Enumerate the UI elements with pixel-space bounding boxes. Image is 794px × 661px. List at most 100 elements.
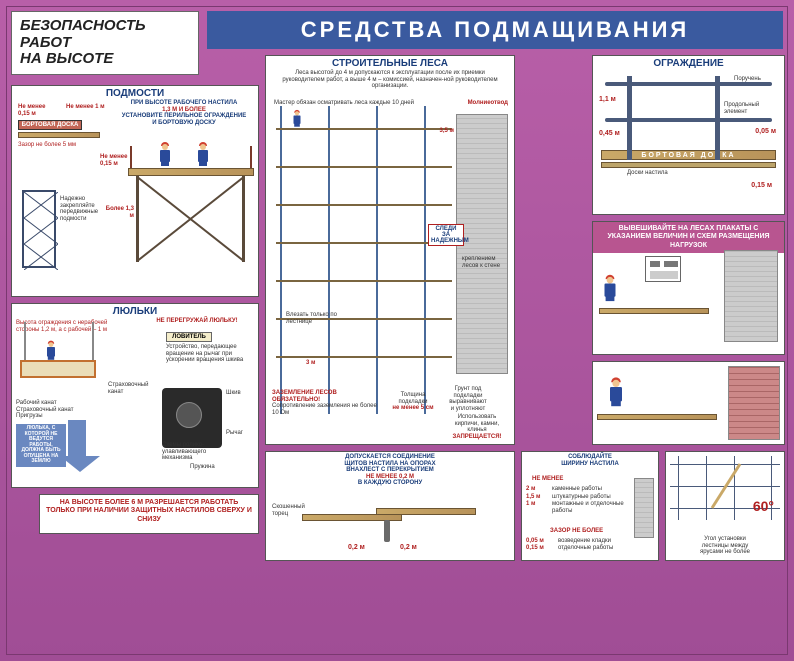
zazem1: ЗАЗЕМЛЕНИЕ ЛЕСОВ <box>272 390 382 397</box>
pr3: клинья <box>467 427 486 433</box>
d005: 0,05 м <box>755 128 776 135</box>
arrow-note: ЛЮЛЬКА, С КОТОРОЙ НЕ ВЕДУТСЯ РАБОТЫ, ДОЛ… <box>16 424 66 467</box>
sh-l5: В КАЖДУЮ СТОРОНУ <box>270 480 510 487</box>
shir-t2: ШИРИНУ НАСТИЛА <box>524 461 656 468</box>
gr2: подкладки <box>454 393 483 399</box>
lesa-title: СТРОИТЕЛЬНЫЕ ЛЕСА <box>266 56 514 71</box>
rail-post-l <box>130 146 132 168</box>
ls1 <box>276 128 452 130</box>
strakh2: Страховочный канат <box>16 407 73 413</box>
lulki-title: ЛЮЛЬКИ <box>12 304 258 319</box>
cable-l <box>24 322 26 360</box>
plakat-worker <box>602 277 617 301</box>
angle60: 60° <box>753 498 774 514</box>
dim-13m: Более 1,3 м <box>104 206 134 219</box>
platform <box>128 168 254 176</box>
gr4: и уплотняют <box>451 406 485 412</box>
diml: 0,2 м <box>348 544 365 551</box>
tol3: не менее 5 см <box>392 405 433 411</box>
cable-r <box>92 322 94 360</box>
safety-line2: РАБОТ <box>20 35 190 52</box>
fixnote1: Надежно <box>60 196 85 202</box>
header-safety: БЕЗОПАСНОСТЬ РАБОТ НА ВЫСОТЕ <box>11 11 199 75</box>
ls7 <box>276 356 452 358</box>
panel-shitov: ДОПУСКАЕТСЯ СОЕДИНЕНИЕ ЩИТОВ НАСТИЛА НА … <box>265 451 515 561</box>
plakat-wall <box>724 250 778 342</box>
gr3: выравнивают <box>449 399 487 405</box>
brace-x <box>136 176 245 262</box>
tol2: подкладки <box>399 399 428 405</box>
lovitel-label: ЛОВИТЕЛЬ <box>166 332 212 342</box>
poster-frame: БЕЗОПАСНОСТЬ РАБОТ НА ВЫСОТЕ СРЕДСТВА ПО… <box>6 6 788 655</box>
ugol-n3: ярусами не более <box>670 549 780 556</box>
lovitel-note: Устройство, передающее вращение на рычаг… <box>166 344 256 364</box>
d045: 0,45 м <box>599 130 620 137</box>
vlezat: Влезать только по лестнице <box>286 312 346 325</box>
panel-lesa: СТРОИТЕЛЬНЫЕ ЛЕСА Леса высотой до 4 м до… <box>265 55 515 445</box>
lovitel-device <box>162 388 222 448</box>
bort-board <box>18 132 100 138</box>
z-r1: 0,15 м <box>526 545 554 552</box>
ls3 <box>276 204 452 206</box>
lesa-worker <box>292 111 302 126</box>
podmosti-rule4: И БОРТОВУЮ ДОСКУ <box>114 120 254 127</box>
shitov-beam-r <box>376 508 476 515</box>
lp3 <box>376 106 378 414</box>
prodol: Продольный элемент <box>724 102 776 115</box>
mobile-tower <box>22 190 56 268</box>
pr2: кирпичи, камни, <box>455 421 499 427</box>
krep: креплением лесов к стене <box>462 256 510 269</box>
brick-worker <box>608 380 625 406</box>
nemenee: НЕ МЕНЕЕ <box>532 476 563 483</box>
bort-label: БОРТОВАЯ ДОСКА <box>18 120 82 130</box>
sledi: СЛЕДИ ЗА НАДЕЖНЫМ <box>428 224 464 246</box>
worker-1 <box>158 144 172 166</box>
panel-plakat: ВЫВЕШИВАЙТЕ НА ЛЕСАХ ПЛАКАТЫ С УКАЗАНИЕМ… <box>592 221 785 355</box>
pruzhina: Пружина <box>190 464 215 471</box>
lulki-height-note: Высота ограждения с нерабочей стороны 1,… <box>16 320 112 333</box>
w-l0: каменные работы <box>552 486 602 493</box>
d015: 0,15 м <box>751 182 772 189</box>
floor-plank <box>601 162 776 168</box>
rabkanat: Рабочий канат <box>16 400 57 406</box>
w-r2: 1 м <box>526 501 548 508</box>
note-6m: НА ВЫСОТЕ БОЛЕЕ 6 М РАЗРЕШАЕТСЯ РАБОТАТЬ… <box>46 499 252 523</box>
lesa-intro: Леса высотой до 4 м допускаются к эксплу… <box>274 70 506 90</box>
ograd-title: ОГРАЖДЕНИЕ <box>593 56 784 71</box>
brick-wall-red <box>728 366 780 440</box>
nastil: Доски настила <box>627 170 668 177</box>
header-main: СРЕДСТВА ПОДМАЩИВАНИЯ <box>207 11 783 49</box>
podmosti-rule1: ПРИ ВЫСОТЕ РАБОЧЕГО НАСТИЛА <box>114 100 254 107</box>
panel-6m-note: НА ВЫСОТЕ БОЛЕЕ 6 М РАЗРЕШАЕТСЯ РАБОТАТЬ… <box>39 494 259 534</box>
overload: НЕ ПЕРЕГРУЖАЙ ЛЮЛЬКУ! <box>142 318 252 325</box>
schema: Схемы ролико-улавливающего механизма <box>162 442 226 462</box>
prigruz: Пригрузы <box>16 413 43 419</box>
z-l0: возведение кладки <box>558 538 611 545</box>
og-post-r <box>715 76 720 160</box>
d11: 1,1 м <box>599 96 616 103</box>
tol1: Толщина <box>401 392 426 398</box>
ls5 <box>276 280 452 282</box>
strakh: Страховочный канат <box>108 382 158 395</box>
posted-schema <box>645 256 681 282</box>
dim-35: 3,5 м <box>440 128 454 135</box>
rychag: Рычаг <box>226 430 243 437</box>
sh-l1: ДОПУСКАЕТСЯ СОЕДИНЕНИЕ <box>270 454 510 461</box>
zazem-note: Сопротивление заземления не более 10 Ом <box>272 403 382 416</box>
support-post <box>384 520 390 542</box>
lesa-intro2: Мастер обязан осматривать леса каждые 10… <box>274 100 464 107</box>
w-r1: 1,5 м <box>526 494 548 501</box>
dimr: 0,2 м <box>400 544 417 551</box>
dim-015-mid: Не менее 0,15 м <box>100 154 140 167</box>
main-title: СРЕДСТВА ПОДМАЩИВАНИЯ <box>301 17 689 43</box>
panel-ograd: ОГРАЖДЕНИЕ БОРТОВАЯ ДОСКА Поручень Продо… <box>592 55 785 215</box>
podmosti-title: ПОДМОСТИ <box>12 86 258 101</box>
sh-l2: ЩИТОВ НАСТИЛА НА ОПОРАХ <box>270 461 510 468</box>
zazor: ЗАЗОР НЕ БОЛЕЕ <box>550 528 603 535</box>
z-l1: отделочные работы <box>558 545 613 552</box>
ls2 <box>276 166 452 168</box>
lulka-worker <box>45 342 56 360</box>
w-l2: монтажные и отделочные работы <box>552 501 630 514</box>
dim-015-tl: Не менее 0,15 м <box>18 104 58 117</box>
sh-l4: НЕ МЕНЕЕ 0,2 М <box>270 474 510 481</box>
